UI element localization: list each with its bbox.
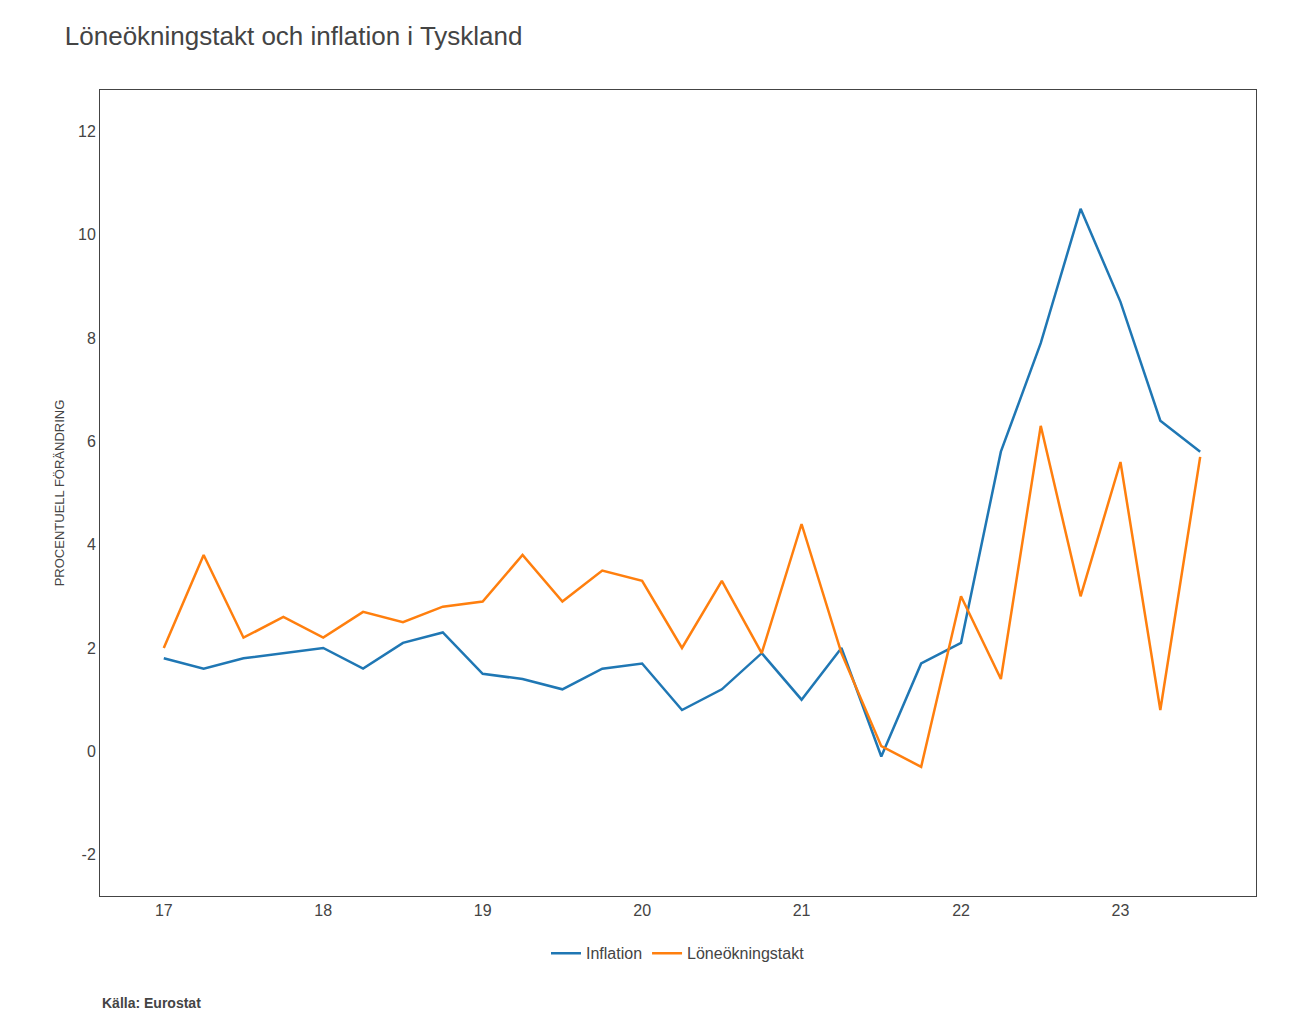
svg-text:23: 23 xyxy=(1112,902,1130,919)
svg-text:-2: -2 xyxy=(82,846,96,863)
svg-text:Löneökningstakt: Löneökningstakt xyxy=(687,945,804,962)
svg-text:6: 6 xyxy=(87,433,96,450)
svg-text:Inflation: Inflation xyxy=(586,945,642,962)
svg-text:4: 4 xyxy=(87,536,96,553)
svg-text:PROCENTUELL FÖRÄNDRING: PROCENTUELL FÖRÄNDRING xyxy=(52,400,67,587)
svg-text:22: 22 xyxy=(952,902,970,919)
svg-text:Löneökningstakt och inflation: Löneökningstakt och inflation i Tyskland xyxy=(65,21,523,51)
svg-text:Källa: Eurostat: Källa: Eurostat xyxy=(102,995,201,1011)
svg-text:21: 21 xyxy=(793,902,811,919)
svg-text:2: 2 xyxy=(87,640,96,657)
svg-text:12: 12 xyxy=(78,123,96,140)
svg-text:10: 10 xyxy=(78,226,96,243)
svg-text:18: 18 xyxy=(314,902,332,919)
svg-text:20: 20 xyxy=(633,902,651,919)
svg-text:0: 0 xyxy=(87,743,96,760)
svg-text:8: 8 xyxy=(87,330,96,347)
svg-text:17: 17 xyxy=(155,902,173,919)
svg-text:19: 19 xyxy=(474,902,492,919)
